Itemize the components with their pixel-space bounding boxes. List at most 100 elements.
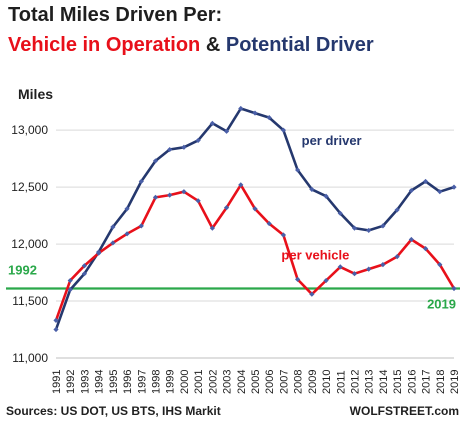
data-point-per-driver-2017	[422, 178, 429, 185]
x-tick-label-1991: 1991	[51, 370, 63, 394]
data-point-per-vehicle-2013	[366, 266, 372, 272]
x-tick-label-2011: 2011	[335, 370, 347, 394]
x-tick-label-1992: 1992	[65, 370, 77, 394]
title-ampersand: &	[205, 34, 221, 56]
data-point-per-vehicle-2000	[181, 189, 187, 195]
chart-title-line1: Total Miles Driven Per:	[8, 4, 223, 26]
data-point-per-driver-2007	[280, 127, 287, 133]
series-label-per-vehicle: per vehicle	[281, 247, 349, 262]
data-point-per-driver-1997	[138, 178, 144, 185]
x-tick-label-2005: 2005	[250, 370, 262, 394]
x-tick-label-2003: 2003	[222, 370, 234, 394]
data-point-per-vehicle-2014	[380, 261, 386, 268]
y-tick-label-12500: 12,500	[11, 180, 48, 194]
x-tick-label-2006: 2006	[264, 370, 276, 394]
x-tick-label-2013: 2013	[364, 370, 376, 394]
data-point-per-vehicle-2001	[195, 198, 201, 204]
data-point-per-driver-2001	[195, 137, 201, 144]
x-tick-label-2008: 2008	[293, 370, 305, 394]
data-point-per-vehicle-2005	[252, 206, 258, 212]
data-point-per-driver-2016	[408, 187, 414, 194]
y-tick-label-13000: 13,000	[11, 123, 48, 137]
y-tick-label-12000: 12,000	[11, 237, 48, 251]
x-tick-label-2000: 2000	[179, 370, 191, 394]
data-point-per-vehicle-1998	[152, 194, 159, 200]
data-point-per-driver-1998	[152, 158, 159, 164]
data-point-per-driver-1993	[81, 271, 88, 277]
y-tick-label-11000: 11,000	[12, 351, 48, 365]
reference-label-start: 1992	[8, 263, 37, 278]
data-point-per-driver-2013	[366, 227, 372, 234]
data-point-per-vehicle-2011	[337, 264, 343, 270]
data-point-per-driver-2003	[223, 128, 230, 134]
x-tick-label-2016: 2016	[406, 370, 418, 394]
data-point-per-vehicle-2004	[238, 182, 244, 188]
data-point-per-driver-1995	[110, 224, 116, 230]
data-point-per-driver-2019	[451, 184, 457, 190]
data-point-per-vehicle-1992	[67, 277, 73, 284]
series-markers	[53, 105, 457, 333]
data-point-per-vehicle-1993	[81, 263, 88, 269]
x-tick-label-2012: 2012	[350, 370, 362, 394]
series-labels: per driver per vehicle 1992 2019	[8, 133, 456, 312]
x-tick-label-2015: 2015	[392, 370, 404, 394]
x-tick-label-1993: 1993	[79, 370, 91, 394]
brand-watermark: WOLFSTREET.com	[349, 404, 459, 418]
data-point-per-driver-2009	[309, 186, 315, 193]
x-tick-label-2001: 2001	[193, 370, 205, 394]
data-point-per-vehicle-2018	[437, 261, 443, 268]
data-point-per-vehicle-2009	[309, 291, 315, 297]
x-tick-label-2004: 2004	[236, 370, 248, 394]
data-point-per-driver-2000	[181, 144, 187, 150]
x-tick-label-1995: 1995	[108, 370, 120, 394]
title-potential-driver: Potential Driver	[225, 34, 374, 56]
data-point-per-vehicle-1997	[138, 223, 144, 229]
data-point-per-vehicle-2019	[451, 285, 457, 292]
data-point-per-driver-2002	[209, 120, 215, 126]
data-point-per-driver-2014	[380, 223, 386, 229]
y-axis-unit-label: Miles	[18, 86, 54, 102]
data-point-per-vehicle-1994	[96, 250, 102, 256]
data-point-per-driver-2004	[238, 105, 244, 112]
data-point-per-vehicle-2012	[351, 271, 358, 277]
x-tick-label-2009: 2009	[307, 370, 319, 394]
data-point-per-vehicle-2003	[223, 205, 230, 211]
data-point-per-driver-2010	[323, 193, 329, 199]
series-line-per-vehicle	[54, 183, 456, 321]
x-tick-label-2002: 2002	[207, 370, 219, 394]
data-point-per-vehicle-1996	[124, 231, 130, 237]
x-axis-ticks: 1991 1992 1993 1994 1995 1996 1997 1998 1999 2000…	[51, 370, 461, 394]
x-tick-label-2018: 2018	[435, 370, 447, 394]
x-tick-label-2010: 2010	[321, 370, 333, 394]
data-point-per-vehicle-2016	[408, 236, 414, 243]
data-point-per-driver-1999	[167, 146, 173, 153]
x-tick-label-2019: 2019	[449, 370, 461, 394]
reference-label-end: 2019	[427, 297, 456, 312]
data-point-per-vehicle-2017	[422, 246, 429, 252]
data-point-per-driver-2008	[295, 167, 301, 173]
gridlines	[56, 129, 454, 359]
data-point-per-vehicle-1995	[110, 240, 116, 246]
series-lines	[54, 107, 456, 330]
data-point-per-driver-2006	[266, 115, 272, 121]
data-point-per-vehicle-1991	[53, 317, 59, 324]
data-point-per-driver-2005	[252, 110, 258, 116]
x-tick-label-1999: 1999	[165, 370, 177, 394]
data-point-per-vehicle-2002	[209, 225, 215, 231]
y-tick-label-11500: 11,500	[12, 294, 48, 308]
x-tick-label-2014: 2014	[378, 370, 390, 394]
data-point-per-driver-1992	[67, 287, 73, 293]
series-line-per-driver	[54, 107, 455, 330]
data-point-per-vehicle-2010	[323, 277, 329, 284]
data-point-per-driver-1991	[53, 326, 59, 333]
chart-title-line2: Vehicle in Operation & Potential Driver	[8, 34, 374, 57]
x-tick-label-2007: 2007	[278, 370, 290, 394]
data-point-per-vehicle-2006	[266, 220, 272, 227]
data-point-per-vehicle-1999	[167, 192, 173, 198]
data-point-per-driver-2011	[337, 210, 343, 216]
data-point-per-driver-2012	[351, 225, 358, 231]
data-point-per-vehicle-2015	[394, 254, 400, 260]
y-axis-ticks: 11,000 11,500 12,000 12,500 13,000	[11, 123, 48, 365]
x-tick-label-1996: 1996	[122, 370, 134, 394]
sources-note: Sources: US DOT, US BTS, IHS Markit	[6, 404, 221, 418]
